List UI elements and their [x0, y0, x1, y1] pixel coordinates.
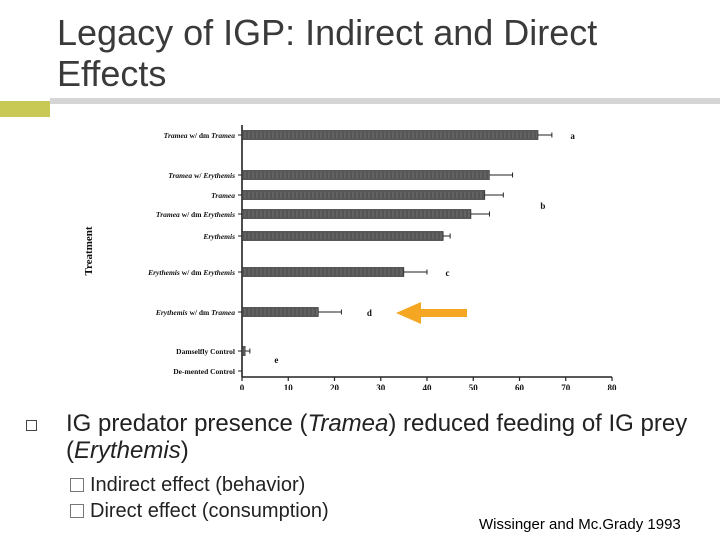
bar: [241, 190, 486, 200]
bullet-text-2: ) reduced feeding of IG prey (: [66, 410, 688, 464]
sub-bullet-box-icon: [70, 478, 84, 492]
bar: [241, 209, 472, 219]
x-tick-label: 70: [561, 383, 571, 390]
bar: [241, 267, 405, 277]
significance-letter: c: [446, 268, 450, 278]
category-label: Damselfly Control: [176, 347, 235, 356]
significance-letter: b: [540, 201, 545, 211]
title-accent-bar: [0, 101, 50, 117]
bar: [241, 170, 490, 180]
category-label: Tramea: [211, 191, 235, 200]
orange-arrow-shaft: [420, 309, 467, 317]
category-label: Tramea w/ Erythemis: [168, 171, 235, 180]
x-tick-label: 40: [423, 383, 433, 390]
significance-letter: e: [274, 355, 278, 365]
bullet-marker-icon: [26, 420, 37, 431]
significance-letter: d: [367, 308, 372, 318]
sub-bullet-indirect: Indirect effect (behavior): [70, 473, 305, 497]
category-label: Erythemis w/ dm Erythemis: [147, 268, 235, 277]
sub-bullet-box-icon: [70, 504, 84, 518]
x-tick-label: 10: [284, 383, 294, 390]
x-tick-label: 80: [608, 383, 618, 390]
title-underline: [50, 98, 720, 104]
bar: [241, 130, 539, 140]
category-label: Tramea w/ dm Erythemis: [156, 210, 235, 219]
bullet-prey-name: Erythemis: [74, 437, 181, 464]
significance-letter: a: [570, 131, 575, 141]
x-tick-label: 50: [469, 383, 479, 390]
category-label: Erythemis: [202, 232, 235, 241]
y-axis-label: Treatment: [83, 226, 95, 275]
category-label: Erythemis w/ dm Tramea: [155, 308, 235, 317]
category-label: De-mented Control: [173, 367, 235, 376]
bar: [241, 307, 319, 317]
main-bullet: IG predator presence (Tramea) reduced fe…: [66, 410, 706, 464]
citation: Wissinger and Mc.Grady 1993: [479, 516, 681, 533]
sub-bullet-direct: Direct effect (consumption): [70, 499, 329, 523]
sub-bullet-text: Indirect effect (behavior): [90, 474, 306, 496]
bullet-text-3: ): [180, 437, 189, 464]
slide-title: Legacy of IGP: Indirect and Direct Effec…: [57, 12, 598, 94]
treatment-bar-chart: 0 10 20 30 40 50 60 70 80 Treatment Tramea w/ dm T…: [83, 125, 618, 390]
x-tick-label: 30: [376, 383, 386, 390]
sub-bullet-text: Direct effect (consumption): [90, 500, 329, 522]
bullet-text-1: IG predator presence (: [66, 410, 308, 437]
x-tick-label: 60: [515, 383, 525, 390]
orange-arrow-head-icon: [396, 302, 421, 324]
bullet-predator-name: Tramea: [307, 410, 389, 437]
category-label: Tramea w/ dm Tramea: [164, 131, 236, 140]
x-tick-label: 0: [240, 383, 245, 390]
x-tick-label: 20: [330, 383, 340, 390]
